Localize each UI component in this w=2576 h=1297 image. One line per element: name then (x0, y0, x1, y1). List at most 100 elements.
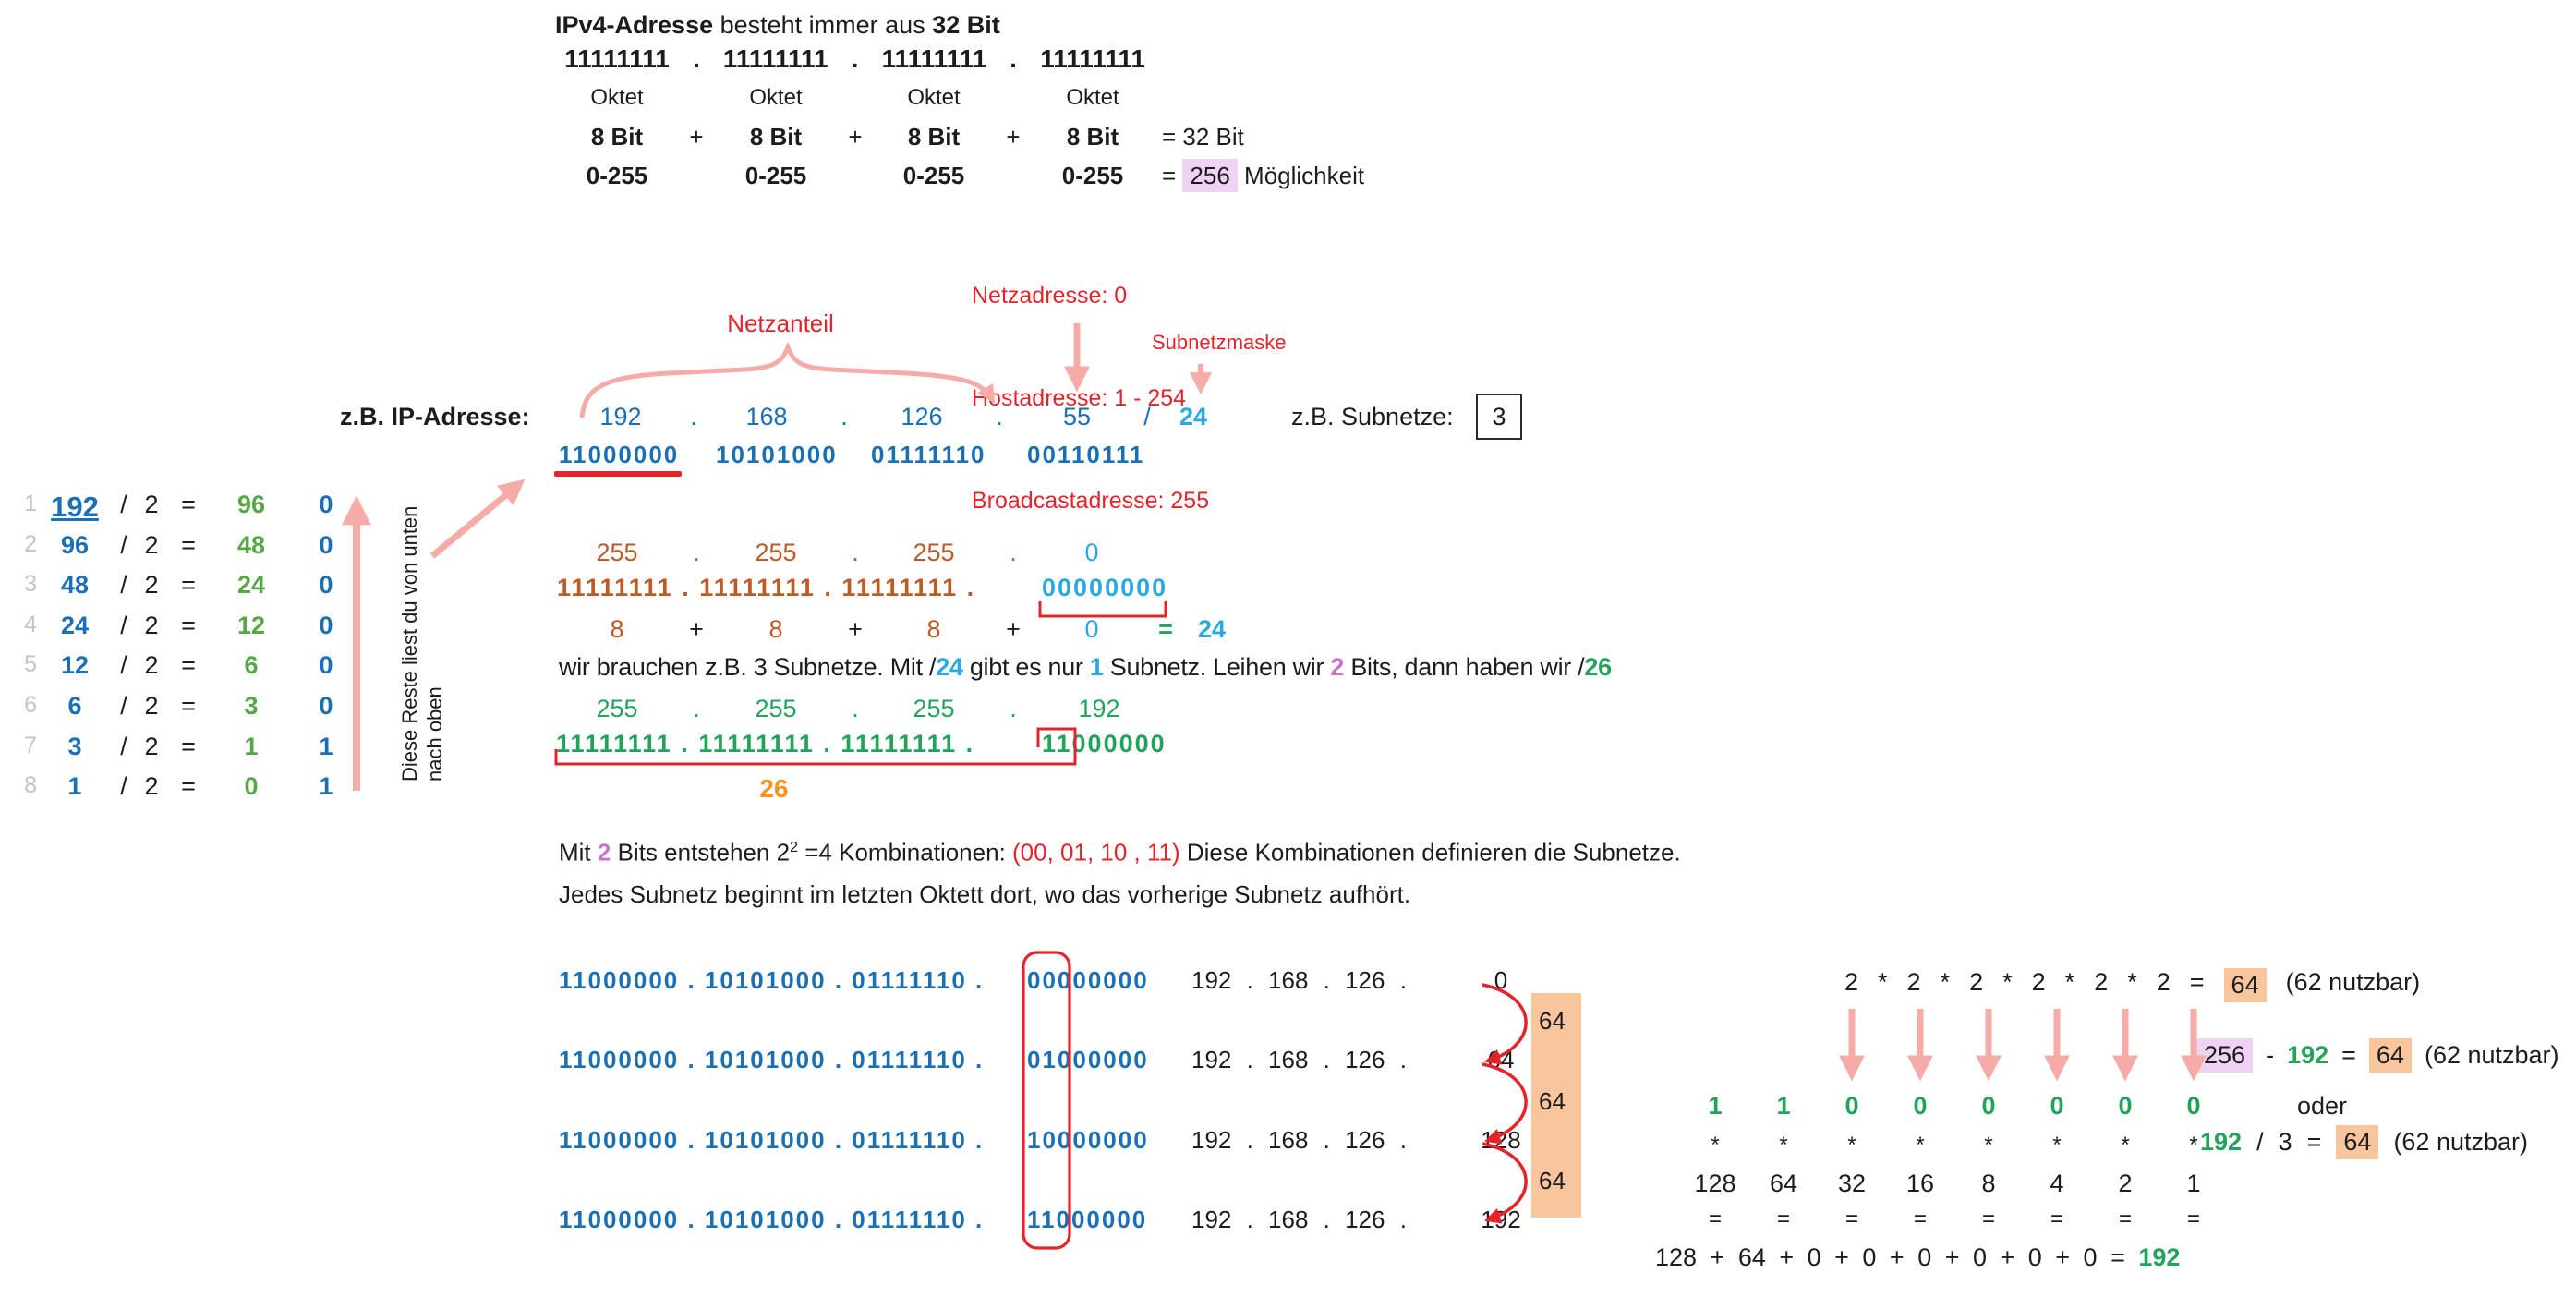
equals: = (1844, 1206, 1859, 1231)
division-equals: = (181, 732, 196, 760)
bit-digit: 0 (2050, 1092, 2064, 1120)
subnetze-count: 3 (1492, 402, 1506, 430)
subnet-decimal-last-octet: 0 (1494, 966, 1508, 994)
usable-note: (62 nutzbar) (2424, 1041, 2559, 1069)
sentence-part: Subnetz. Leihen wir (1103, 653, 1331, 681)
division-divisor: 2 (144, 692, 159, 720)
mask24-octet-3: 255 (913, 539, 955, 566)
division-divisor: 2 (144, 611, 159, 639)
kombi-part: Bits entstehen 2 (611, 838, 791, 867)
netzanteil-label: Netzanteil (727, 309, 834, 337)
sentence-prefix-24: 24 (936, 653, 963, 681)
bit-digit: 1 (1708, 1092, 1723, 1120)
weight-value: 16 (1905, 1170, 1935, 1197)
times: * (2052, 1133, 2062, 1158)
sum-result-192: 192 (2138, 1243, 2181, 1271)
sentence-two-bits: 2 (1330, 653, 1345, 681)
moeglichkeit-line: = 256 Möglichkeit (1162, 159, 1365, 192)
division-row: 6 6 / 2 = 3 0 (0, 692, 358, 721)
division-dividend: 12 (60, 651, 90, 680)
mask24-binary-host-octet: 00000000 (1042, 574, 1168, 601)
subnet-decimal-prefix: 192 . 168 . 126 . (1191, 1205, 1407, 1233)
division-quotient: 0 (244, 772, 259, 801)
ip-dot: . (841, 403, 848, 430)
bit-digit: 1 (1776, 1092, 1791, 1120)
factor-2: 2 (2094, 968, 2109, 996)
subnet-decimal-last-octet: 192 (1481, 1205, 1521, 1233)
division-remainder: 0 (319, 611, 333, 639)
kombi-part: Diese Kombinationen definieren die Subne… (1179, 838, 1681, 867)
subnetzmaske-label: Subnetzmaske (1152, 331, 1287, 354)
kombi-two-bits: 2 (597, 838, 611, 867)
division-slash: / (120, 491, 127, 518)
borrowed-bits-rect (1022, 951, 1071, 1250)
subnet-decimal-prefix: 192 . 168 . 126 . (1191, 1046, 1407, 1074)
sentence-part: wir brauchen z.B. 3 Subnetze. Mit / (559, 653, 937, 681)
subnet-binary-row: 11000000 . 10101000 . 01111110 . 1000000… (559, 1126, 1147, 1155)
sentence-part: gibt es nur (962, 653, 1090, 681)
range-label-3: 0-255 (902, 162, 965, 189)
moeglichkeit-label: Möglichkeit (1244, 162, 1365, 189)
mask26-octet-2: 255 (755, 695, 797, 722)
division-quotient: 6 (244, 651, 259, 680)
subnet-decimal-prefix: 192 . 168 . 126 . (1191, 966, 1407, 994)
mask24-sum-plus: + (848, 615, 863, 643)
division-quotient: 12 (236, 611, 266, 639)
division-equals: = (181, 651, 196, 680)
times: * (2127, 968, 2137, 996)
usable-note: (62 nutzbar) (2393, 1128, 2529, 1156)
mask26-octet-1: 255 (596, 695, 638, 722)
division-slash: / (120, 732, 127, 760)
oktet-label-4: Oktet (1066, 85, 1119, 110)
times: * (1711, 1133, 1720, 1158)
times: * (1779, 1133, 1788, 1158)
division-row: 3 48 / 2 = 24 0 (0, 571, 358, 600)
division-remainder: 0 (319, 692, 333, 720)
division-slash: / (120, 571, 127, 600)
mask24-sum-8b: 8 (768, 615, 783, 643)
mask24-sum-8a: 8 (610, 615, 624, 643)
subnet-binary-row: 11000000 . 10101000 . 01111110 . 0100000… (559, 1046, 1147, 1074)
subnet-decimal-row: 192 . 168 . 126 . 192 (1191, 1205, 1521, 1234)
subnetze-label: z.B. Subnetze: (1291, 403, 1454, 430)
ip-dot: . (996, 403, 1003, 430)
result-64-highlight: 64 (2336, 1125, 2379, 1160)
sum-terms: 128 + 64 + 0 + 0 + 0 + 0 + 0 + 0 = (1655, 1243, 2125, 1271)
equals-32bit: = 32 Bit (1162, 123, 1244, 151)
value-192: 192 (2287, 1041, 2329, 1069)
subnet-binary-last-octet: 10000000 (1027, 1125, 1149, 1154)
weight-value: 2 (2118, 1170, 2133, 1197)
plus-sign: + (689, 123, 704, 151)
division-dividend: 1 (67, 772, 82, 801)
division-divisor: 2 (144, 651, 159, 680)
weight-value: 1 (2186, 1170, 2201, 1197)
division-divisor: 2 (144, 571, 159, 600)
mask26-binary-prefix: 11111111 . 11111111 . 11111111 . (556, 730, 975, 758)
mask24-dot: . (693, 539, 700, 566)
subnet-decimal-row: 192 . 168 . 126 . 128 (1191, 1125, 1521, 1155)
weight-value: 64 (1769, 1170, 1798, 1197)
division-row-number: 6 (24, 692, 37, 718)
mask24-dot: . (1010, 539, 1017, 566)
bit-digit: 0 (1844, 1092, 1859, 1120)
broadcastadresse-line: Broadcastadresse: 255 (972, 488, 1210, 514)
equals: = (1776, 1206, 1791, 1231)
mask26-prefix-length: 26 (759, 774, 789, 803)
header-binary-dot: . (693, 44, 700, 73)
division-remainder: 0 (319, 530, 333, 559)
usable-note: (62 nutzbar) (2285, 968, 2421, 996)
subnet-decimal-prefix: 192 . 168 . 126 . (1191, 1125, 1407, 1154)
subnet-binary-prefix: 11000000 . 10101000 . 01111110 . (559, 966, 985, 994)
value-256-highlight: 256 (1182, 159, 1238, 192)
mask24-sum-plus: + (1006, 615, 1021, 643)
factor-2: 2 (1844, 968, 1859, 996)
oder-label: oder (2297, 1092, 2348, 1120)
division-row-number: 3 (24, 571, 37, 598)
weight-value: 4 (2050, 1170, 2064, 1197)
subnetz-beginnt-line: Jedes Subnetz beginnt im letzten Oktett … (559, 880, 1411, 908)
ip-slash: / (1143, 403, 1151, 430)
subnet-binary-row: 11000000 . 10101000 . 01111110 . 1100000… (559, 1206, 1145, 1234)
weighted-sum-line: 128 + 64 + 0 + 0 + 0 + 0 + 0 + 0 = 192 (1655, 1243, 2180, 1272)
division-row-number: 8 (24, 772, 37, 799)
block-size-highlight-strip (1531, 993, 1581, 1218)
